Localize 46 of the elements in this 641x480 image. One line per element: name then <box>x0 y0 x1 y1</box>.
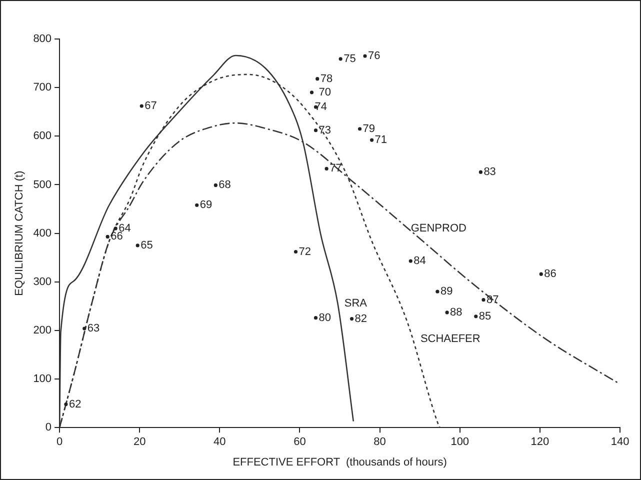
annotation: 69 <box>200 199 212 212</box>
annotation: 88 <box>450 306 462 319</box>
x-tick-label: 120 <box>530 436 550 448</box>
y-tick-label: 100 <box>33 373 52 386</box>
annotation: 63 <box>87 322 100 335</box>
x-tick-label: 100 <box>450 436 470 448</box>
x-axis-title: EFFECTIVE EFFORT (thousands of hours) <box>232 456 447 468</box>
x-tick-label: 80 <box>374 436 386 448</box>
annotation: 70 <box>318 86 332 98</box>
y-tick-label: 600 <box>33 130 52 142</box>
annotation: 79 <box>362 122 376 135</box>
y-tick-label: 800 <box>33 33 52 46</box>
annotation: 82 <box>354 312 368 325</box>
annotation: 78 <box>320 72 333 85</box>
annotation: 67 <box>144 100 157 112</box>
annotation: GENPROD <box>410 222 467 234</box>
y-tick-label: 300 <box>33 276 52 288</box>
y-tick-label: 200 <box>33 324 52 336</box>
x-tick-label: 40 <box>214 436 226 448</box>
y-axis-title: EQUILIBRIUM CATCH (t) <box>14 170 26 296</box>
annotation: 75 <box>344 52 356 65</box>
annotation: 62 <box>68 398 82 410</box>
annotation: 89 <box>440 286 453 298</box>
x-tick-label: 60 <box>294 436 306 448</box>
annotation: 76 <box>368 50 380 62</box>
x-tick-label: 20 <box>133 436 146 448</box>
annotation: 74 <box>314 101 328 114</box>
annotation: 84 <box>414 255 426 268</box>
x-tick-label: 140 <box>610 436 630 448</box>
annotation: 65 <box>140 239 153 252</box>
annotation: SRA <box>344 297 368 310</box>
annotation: SCHAEFER <box>420 333 480 346</box>
x-tick-label: 0 <box>56 436 63 448</box>
annotation: 83 <box>484 166 496 178</box>
annotation: 72 <box>298 246 311 258</box>
y-tick-label: 700 <box>33 82 52 94</box>
annotation: 73 <box>318 124 332 136</box>
y-tick-label: 0 <box>45 422 52 434</box>
annotation: 86 <box>544 268 556 280</box>
y-tick-label: 400 <box>33 227 52 240</box>
y-tick-label: 500 <box>33 178 52 191</box>
annotation: 85 <box>478 310 492 322</box>
annotation: 80 <box>318 312 332 324</box>
annotation: 87 <box>486 294 499 306</box>
annotation: 68 <box>218 179 231 192</box>
annotation: 71 <box>374 134 388 146</box>
